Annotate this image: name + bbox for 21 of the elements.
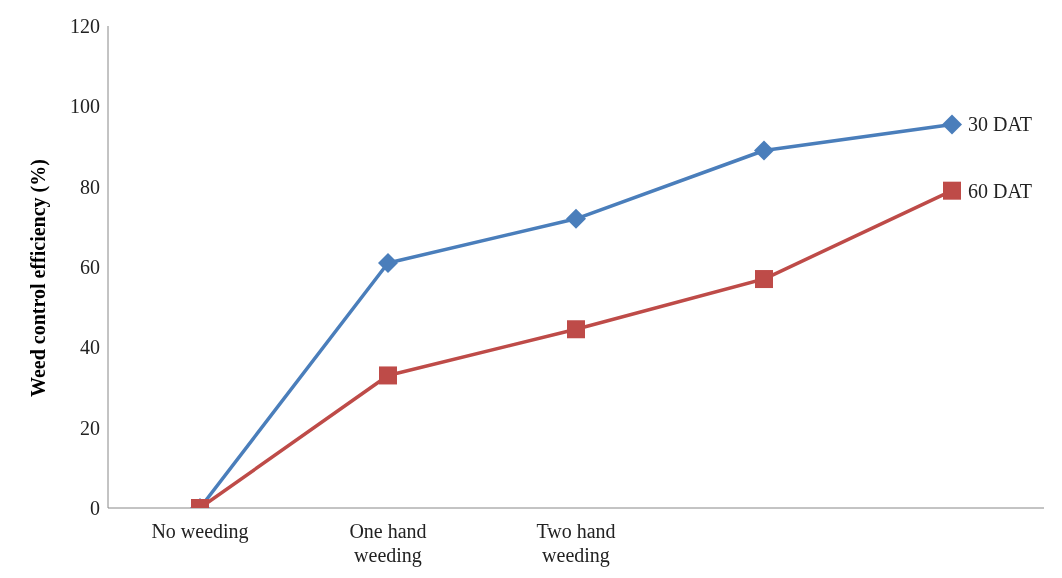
point — [755, 270, 773, 289]
y-tick-label: 100 — [70, 95, 100, 118]
y-tick-label: 40 — [80, 336, 100, 359]
point — [378, 252, 398, 273]
x-tick-label: Two hand weeding — [536, 520, 616, 567]
y-tick-label: 60 — [80, 256, 100, 279]
series-label: 30 DAT — [968, 113, 1032, 136]
y-tick-label: 20 — [80, 416, 100, 439]
y-tick-label: 120 — [70, 15, 100, 38]
point — [567, 320, 585, 339]
point — [754, 140, 774, 161]
y-tick-label: 80 — [80, 175, 100, 198]
series-label: 60 DAT — [968, 179, 1032, 202]
x-tick-label: No weeding — [151, 520, 249, 543]
y-tick-label: 0 — [90, 497, 100, 520]
point — [566, 208, 586, 229]
point — [943, 181, 961, 200]
x-tick-label: One hand weeding — [349, 520, 427, 567]
point — [379, 366, 397, 385]
y-axis-title: Weed control efficiency (%) — [27, 159, 51, 397]
point — [942, 114, 962, 135]
